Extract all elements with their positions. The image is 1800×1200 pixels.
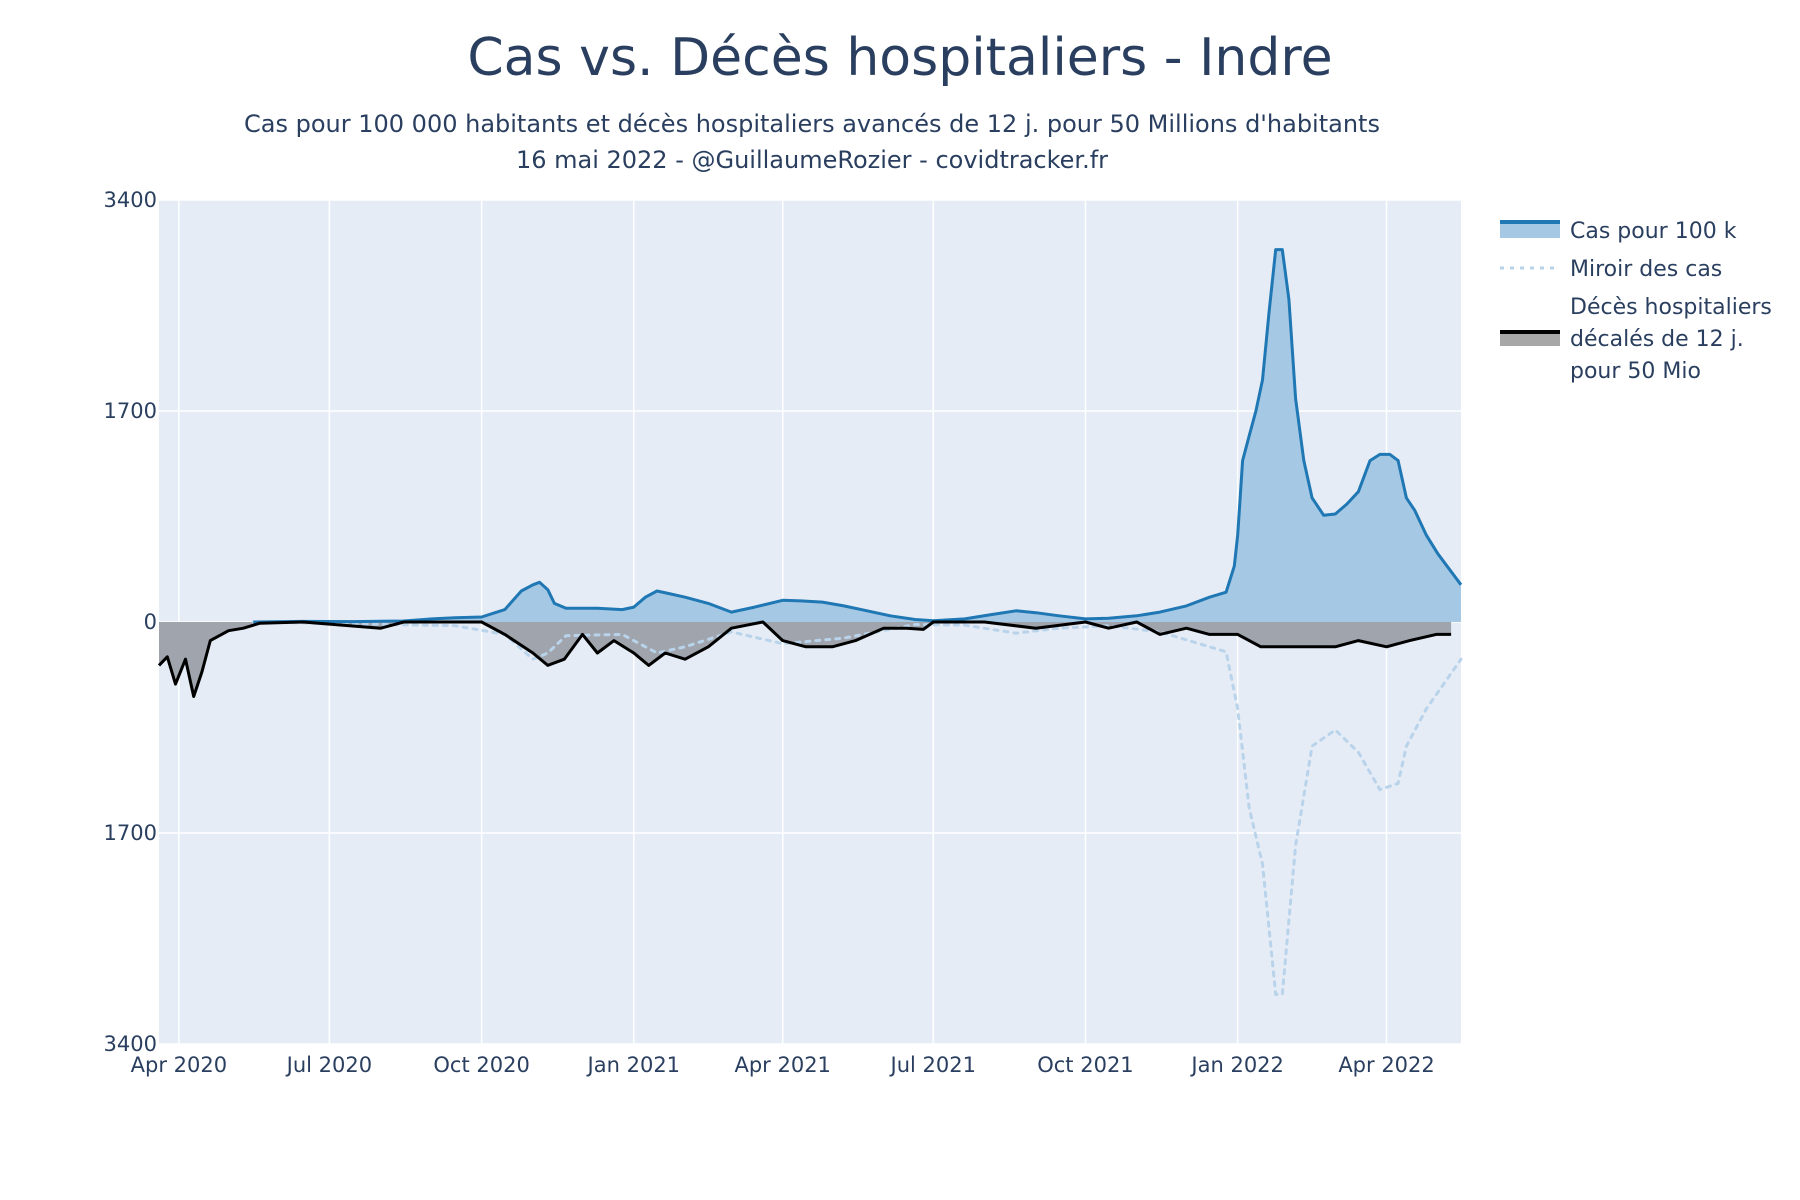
- x-tick-label-1: Jul 2020: [285, 1053, 372, 1077]
- legend-label-deaths-0: Décès hospitaliers: [1570, 295, 1772, 320]
- legend-label-mirror-0: Miroir des cas: [1570, 257, 1722, 282]
- y-axis: 3400 1700 0 1700 3400: [104, 188, 157, 1056]
- legend-deaths-swatch: [1500, 332, 1560, 346]
- x-tick-label-3: Jan 2021: [586, 1053, 681, 1077]
- series-deaths-line: [157, 620, 1452, 698]
- y-tick-label-0: 3400: [104, 188, 157, 212]
- area-fills: [159, 249, 1461, 697]
- series-mirror-line: [251, 620, 1463, 996]
- legend-label-cases-0: Cas pour 100 k: [1570, 219, 1737, 244]
- series-deaths-area: [159, 622, 1452, 697]
- x-tick-label-4: Apr 2021: [734, 1053, 830, 1077]
- y-tick-label-4: 3400: [104, 1032, 157, 1056]
- y-tick-label-1: 1700: [104, 399, 157, 423]
- series-lines: [157, 248, 1463, 996]
- x-tick-label-2: Oct 2020: [433, 1053, 529, 1077]
- x-tick-label-6: Oct 2021: [1037, 1053, 1133, 1077]
- x-axis: Apr 2020 Jul 2020 Oct 2020 Jan 2021 Apr 2021…: [131, 1053, 1435, 1077]
- y-tick-label-3: 1700: [104, 821, 157, 845]
- x-tick-label-8: Apr 2022: [1338, 1053, 1434, 1077]
- series-cases-area: [253, 249, 1461, 622]
- chart-subtitle-line-1: Cas pour 100 000 habitants et décès hosp…: [244, 110, 1380, 138]
- legend-item-mirror[interactable]: Miroir des cas: [1500, 257, 1722, 282]
- x-tick-label-0: Apr 2020: [131, 1053, 227, 1077]
- x-tick-label-7: Jan 2022: [1189, 1053, 1284, 1077]
- legend-cases-swatch: [1500, 222, 1560, 238]
- y-tick-label-2: 0: [144, 610, 157, 634]
- legend-label-deaths-2: pour 50 Mio: [1570, 359, 1701, 384]
- legend-label-deaths-1: décalés de 12 j.: [1570, 327, 1744, 352]
- legend[interactable]: Cas pour 100 k Miroir des cas Décès hospit…: [1500, 219, 1772, 384]
- series-cases-line: [253, 248, 1463, 624]
- legend-item-cases[interactable]: Cas pour 100 k: [1500, 219, 1737, 244]
- legend-item-deaths[interactable]: Décès hospitaliers décalés de 12 j. pour 5…: [1500, 295, 1772, 384]
- x-tick-label-5: Jul 2021: [889, 1053, 976, 1077]
- chart-subtitle-line-2: 16 mai 2022 - @GuillaumeRozier - covidtr…: [516, 146, 1108, 174]
- chart-title: Cas vs. Décès hospitaliers - Indre: [467, 28, 1332, 88]
